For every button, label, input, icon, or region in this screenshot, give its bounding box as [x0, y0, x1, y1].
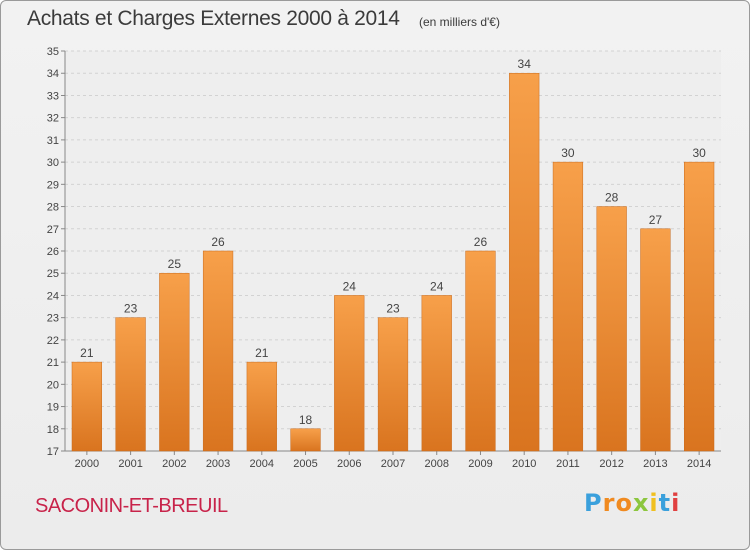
y-tick-label: 25 [47, 268, 59, 280]
commune-name: SACONIN-ET-BREUIL [35, 495, 228, 517]
bar [596, 206, 627, 452]
data-label: 24 [343, 279, 357, 293]
bar [552, 161, 584, 452]
data-label: 24 [430, 279, 444, 293]
x-tick-label: 2003 [206, 458, 230, 470]
x-tick-label: 2011 [556, 458, 580, 470]
logo-letter: i [649, 489, 659, 517]
data-label: 25 [168, 257, 182, 271]
y-tick-label: 24 [47, 290, 59, 302]
x-tick-label: 2013 [643, 458, 667, 470]
x-tick-label: 2007 [381, 458, 405, 470]
data-label: 30 [561, 146, 575, 160]
data-label: 26 [211, 235, 225, 249]
x-tick-label: 2000 [75, 458, 99, 470]
data-label: 28 [605, 191, 619, 205]
bar [334, 295, 365, 452]
bar [377, 317, 409, 452]
chart-subtitle: (en milliers d'€) [419, 15, 500, 29]
y-tick-label: 33 [47, 90, 59, 102]
data-label: 30 [692, 146, 706, 160]
logo-letter: t [658, 489, 672, 517]
y-tick-label: 35 [47, 46, 59, 58]
y-tick-label: 23 [47, 313, 59, 325]
y-tick-label: 17 [47, 446, 59, 458]
data-label: 18 [299, 413, 313, 427]
y-tick-label: 30 [47, 157, 59, 169]
x-tick-label: 2010 [512, 458, 536, 470]
x-tick-label: 2001 [118, 458, 142, 470]
y-tick-label: 34 [47, 68, 59, 80]
x-tick-label: 2002 [162, 458, 186, 470]
x-tick-label: 2005 [293, 458, 317, 470]
y-tick-label: 26 [47, 246, 59, 258]
logo-letter: x [632, 489, 650, 517]
bar [71, 361, 102, 452]
bar [509, 72, 540, 452]
x-tick-label: 2004 [250, 458, 274, 470]
y-tick-label: 20 [47, 379, 59, 391]
bar [290, 428, 321, 452]
x-tick-label: 2009 [468, 458, 492, 470]
bar [640, 228, 671, 452]
data-label: 26 [474, 235, 488, 249]
bar [421, 295, 452, 452]
x-tick-label: 2014 [687, 458, 711, 470]
chart-title: Achats et Charges Externes 2000 à 2014 [27, 7, 400, 30]
y-tick-label: 21 [47, 357, 59, 369]
bar [159, 272, 190, 452]
data-label: 21 [80, 346, 94, 360]
data-label: 21 [255, 346, 269, 360]
labels: 17 18 19 20 21 22 23 24 25 26 27 28 29 30 31 32 33 34 35 21… [47, 46, 712, 470]
data-label: 23 [386, 302, 400, 316]
bars [71, 72, 715, 452]
y-tick-label: 19 [47, 402, 59, 414]
x-tick-label: 2008 [424, 458, 448, 470]
y-tick-label: 27 [47, 224, 59, 236]
data-label: 27 [649, 213, 663, 227]
data-label: 34 [518, 57, 532, 71]
x-tick-label: 2012 [599, 458, 623, 470]
data-label: 23 [124, 302, 138, 316]
proxiti-logo: Proxiti [584, 489, 680, 517]
y-tick-label: 28 [47, 202, 59, 214]
logo-letter: P [584, 489, 603, 517]
bar [115, 317, 146, 452]
y-tick-label: 22 [47, 335, 59, 347]
y-tick-label: 29 [47, 179, 59, 191]
logo-letter: o [615, 489, 633, 517]
logo-letter: r [602, 489, 616, 517]
y-tick-label: 18 [47, 424, 59, 436]
y-tick-label: 31 [47, 135, 59, 147]
x-tick-label: 2006 [337, 458, 361, 470]
bar [465, 250, 496, 452]
bar [202, 250, 234, 452]
bar [246, 361, 277, 452]
y-tick-label: 32 [47, 113, 59, 125]
logo-letter: i [671, 489, 681, 517]
bar [684, 161, 715, 452]
